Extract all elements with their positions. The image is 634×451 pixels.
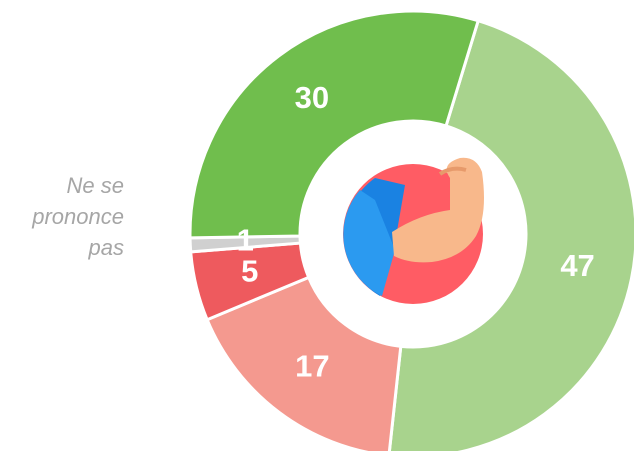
value-label: 30 [295, 80, 329, 115]
slice [188, 9, 481, 240]
slice [387, 18, 634, 451]
value-label: 1 [237, 222, 254, 257]
slice [205, 275, 403, 451]
center-icon [343, 157, 484, 304]
value-label: 5 [241, 254, 258, 289]
slices [188, 9, 634, 451]
labels: 47 17 51 Ne se prononce pas 30 [31, 80, 595, 384]
value-label: 47 [560, 248, 594, 283]
value-label: 17 [295, 349, 329, 384]
category-label: Ne se prononce pas [31, 173, 124, 260]
